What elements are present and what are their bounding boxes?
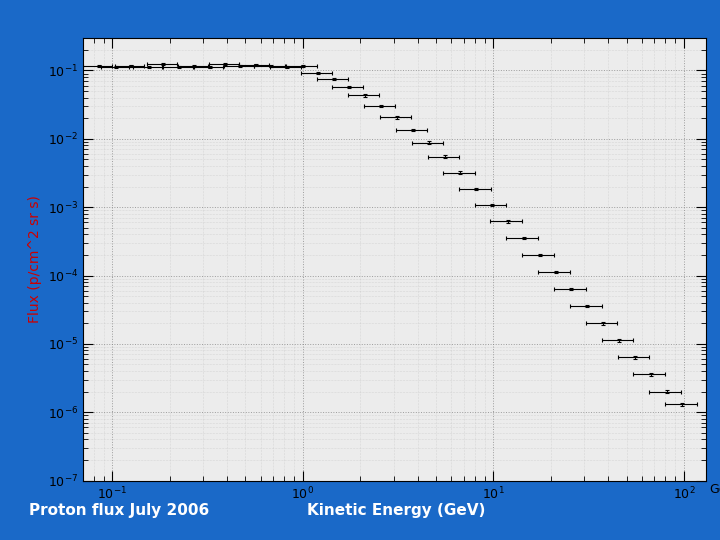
Y-axis label: Flux (p/cm^2 sr s): Flux (p/cm^2 sr s) — [28, 195, 42, 323]
Text: Proton flux July 2006: Proton flux July 2006 — [29, 503, 209, 518]
Text: GeV: GeV — [709, 483, 720, 496]
Text: Kinetic Energy (GeV): Kinetic Energy (GeV) — [307, 503, 485, 518]
